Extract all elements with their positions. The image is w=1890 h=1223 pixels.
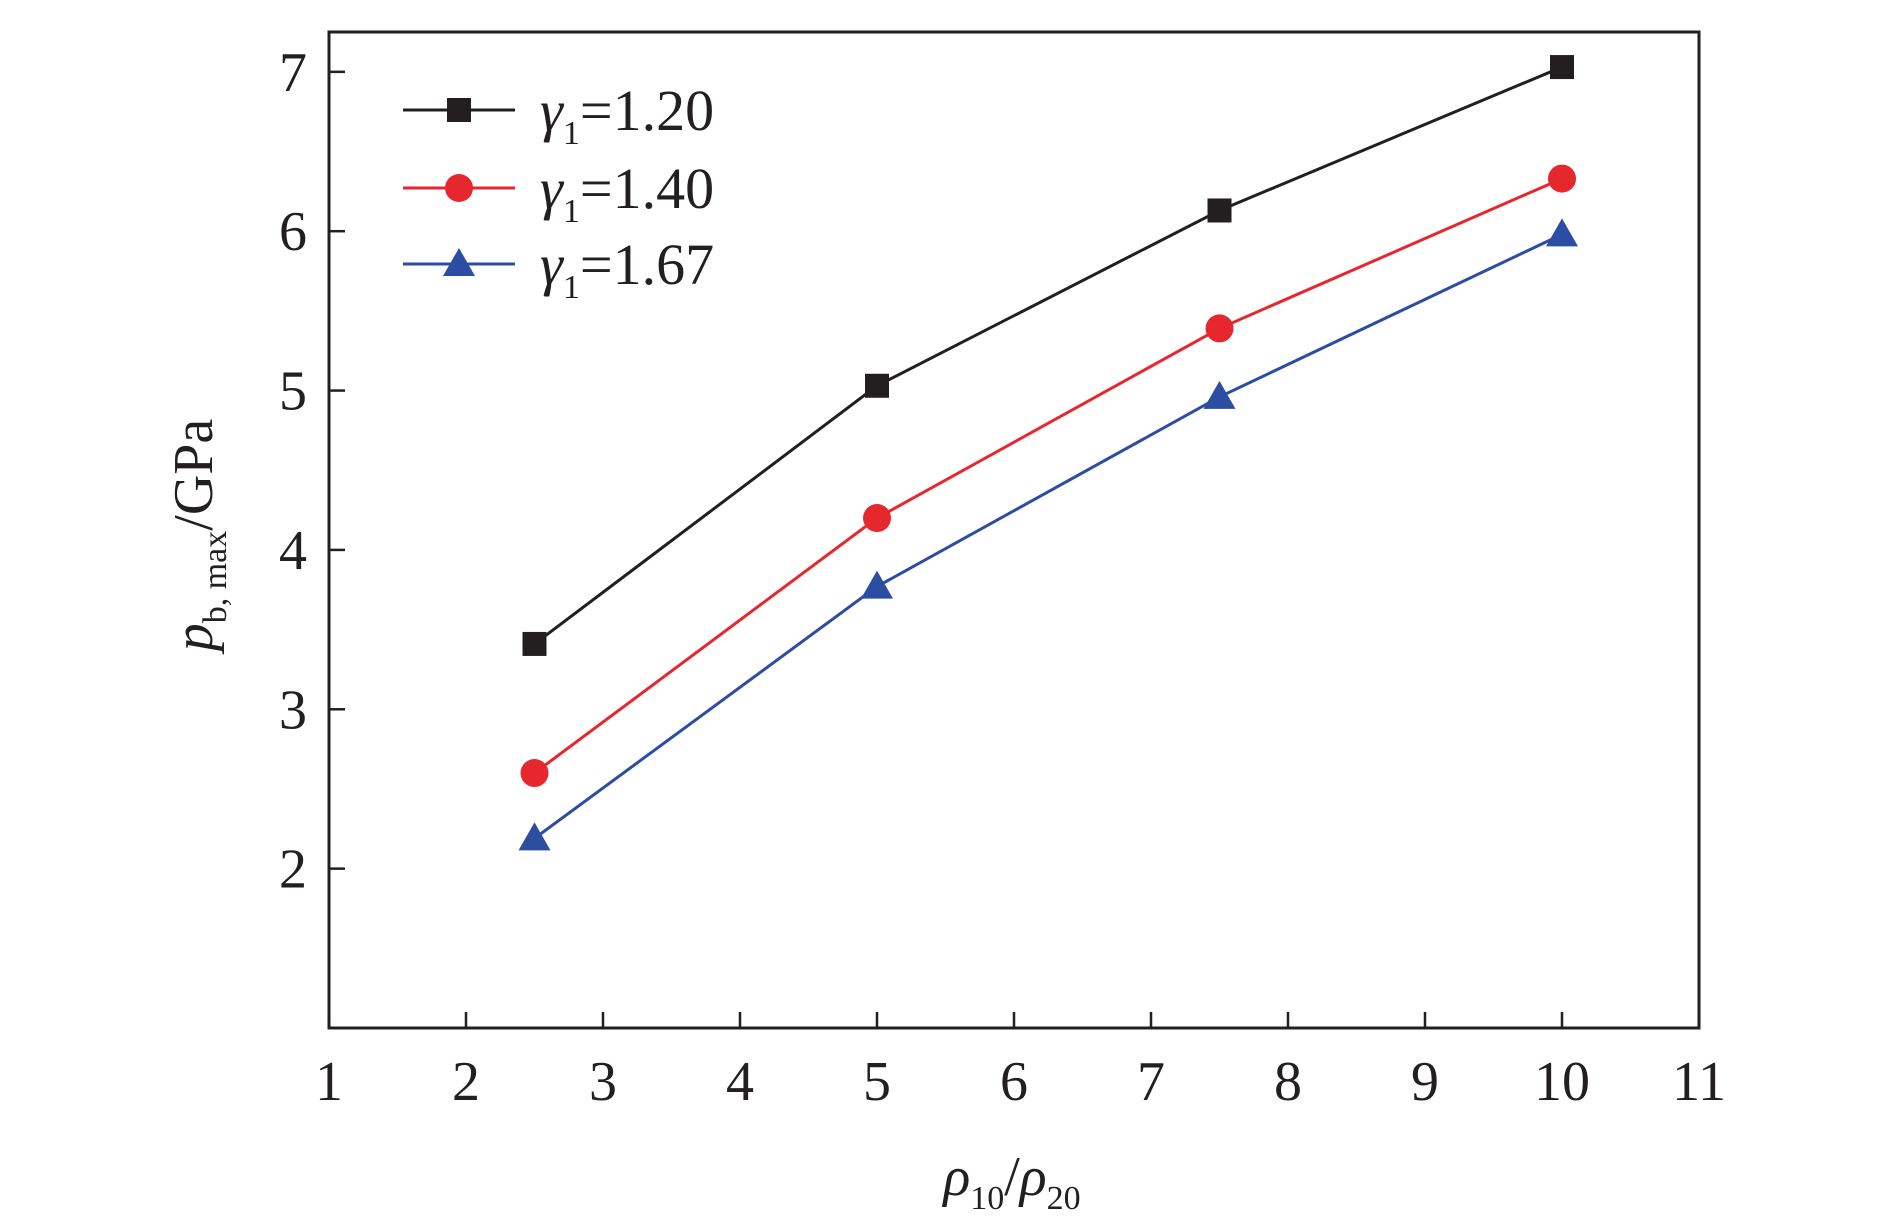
x-tick-label: 1 <box>315 1051 343 1113</box>
data-point <box>1546 218 1578 247</box>
y-tick-label: 5 <box>279 361 307 423</box>
x-tick-label: 7 <box>1137 1051 1165 1113</box>
y-axis-label: pb, max/GPa <box>163 419 234 656</box>
data-point <box>1203 380 1236 409</box>
series-line-2 <box>533 233 1563 840</box>
legend-entry-0: γ1=1.20 <box>403 78 714 152</box>
x-tick-label: 4 <box>726 1051 754 1113</box>
y-tick-label: 4 <box>279 520 307 582</box>
data-point <box>522 631 547 656</box>
x-tick-label: 11 <box>1672 1051 1726 1113</box>
data-point <box>861 570 893 599</box>
x-axis-label: ρ10/ρ20 <box>941 1146 1080 1217</box>
data-point <box>865 373 889 398</box>
data-point <box>1207 198 1232 223</box>
legend-entry-1: γ1=1.40 <box>403 156 714 230</box>
series-line-0 <box>533 65 1563 646</box>
x-tick-label: 6 <box>1000 1051 1028 1113</box>
x-tick-label: 9 <box>1411 1051 1439 1113</box>
series-line-1 <box>533 177 1563 775</box>
legend-label: γ1=1.20 <box>540 78 714 152</box>
y-tick-label: 2 <box>279 839 307 901</box>
x-tick-label: 8 <box>1274 1051 1302 1113</box>
legend-marker <box>447 98 471 122</box>
y-tick-label: 6 <box>279 201 307 263</box>
x-tick-label: 2 <box>452 1051 480 1113</box>
plot-frame <box>327 30 1701 1030</box>
data-point <box>1550 55 1574 80</box>
legend-entry-2: γ1=1.67 <box>403 232 714 306</box>
x-tick-label: 10 <box>1534 1051 1590 1113</box>
legend-marker <box>445 174 473 202</box>
y-tick-label: 7 <box>279 42 307 104</box>
data-point <box>863 504 891 533</box>
x-tick-label: 3 <box>589 1051 617 1113</box>
data-point <box>1548 164 1576 193</box>
legend-marker <box>443 248 475 276</box>
data-point <box>520 759 549 788</box>
data-point <box>1205 314 1234 343</box>
data-point <box>518 822 551 851</box>
legend-label: γ1=1.67 <box>540 232 714 306</box>
x-tick-label: 5 <box>863 1051 891 1113</box>
y-tick-label: 3 <box>279 679 307 741</box>
legend-label: γ1=1.40 <box>540 156 714 230</box>
